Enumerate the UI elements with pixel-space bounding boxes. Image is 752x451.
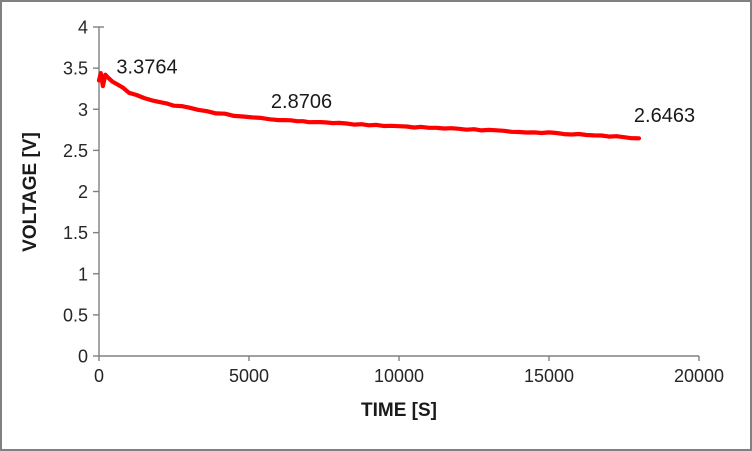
data-label: 3.3764 — [116, 56, 177, 78]
x-axis-title: TIME [S] — [361, 400, 437, 421]
y-tick-label: 2 — [78, 182, 88, 202]
x-tick-label: 15000 — [524, 366, 574, 386]
data-label: 2.6463 — [634, 105, 695, 127]
y-tick-label: 2.5 — [63, 141, 88, 161]
y-axis-title: VOLTAGE [V] — [20, 131, 41, 252]
y-tick-label: 3.5 — [63, 59, 88, 79]
y-tick-label: 0.5 — [63, 305, 88, 325]
y-tick-label: 3 — [78, 100, 88, 120]
data-label: 2.8706 — [271, 91, 332, 113]
x-tick-label: 5000 — [229, 366, 269, 386]
x-tick-label: 10000 — [374, 366, 424, 386]
voltage-series-line — [96, 70, 642, 141]
y-tick-label: 1 — [78, 264, 88, 284]
y-tick-label: 0 — [78, 347, 88, 367]
x-tick-label: 0 — [94, 366, 104, 386]
x-tick-label: 20000 — [674, 366, 724, 386]
y-axis-title-wrap: VOLTAGE [V] — [12, 27, 50, 356]
y-tick-label: 1.5 — [63, 223, 88, 243]
y-tick-label: 4 — [78, 18, 88, 38]
